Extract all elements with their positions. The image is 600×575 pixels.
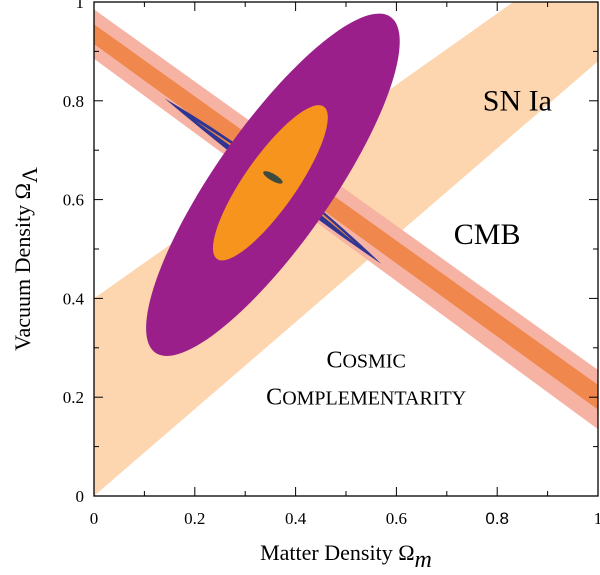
x-tick-label: 0: [90, 509, 99, 528]
y-tick-label: 0.8: [63, 92, 84, 111]
x-tick-labels: 0 0.2 0.4 0.6 0.8 1: [90, 509, 600, 528]
y-axis-label: Vacuum Density ΩΛ: [10, 167, 42, 351]
x-tick-label: 0.4: [285, 509, 307, 528]
y-tick-label: 0.6: [63, 191, 84, 210]
y-tick-label: 0.4: [63, 289, 85, 308]
annotation-complementarity: COMPLEMENTARITY: [266, 385, 466, 411]
combined-core-contour: [263, 171, 283, 184]
cmb-inner-band: [94, 24, 598, 410]
x-axis-label: Matter Density Ωm: [260, 540, 432, 573]
combined-inner-contour: [212, 105, 328, 261]
y-tick-label: 0: [76, 487, 85, 506]
axis-ticks: [93, 1, 599, 497]
x-tick-label: 0.2: [184, 509, 205, 528]
x-tick-label: 0.6: [386, 509, 407, 528]
sn-band: [94, 2, 598, 496]
x-tick-label: 1: [594, 509, 600, 528]
y-tick-label: 1: [76, 0, 85, 12]
annotations: SN Ia CMB COSMIC COMPLEMENTARITY: [266, 85, 552, 411]
y-tick-label: 0.2: [63, 388, 84, 407]
annotation-cosmic: COSMIC: [326, 348, 405, 374]
annotation-sn-ia: SN Ia: [483, 85, 552, 118]
contour-regions: [94, 2, 598, 496]
annotation-cmb: CMB: [454, 218, 521, 251]
y-tick-labels: 0 0.2 0.4 0.6 0.8 1: [63, 0, 85, 506]
x-tick-label: 0.8: [485, 509, 509, 528]
